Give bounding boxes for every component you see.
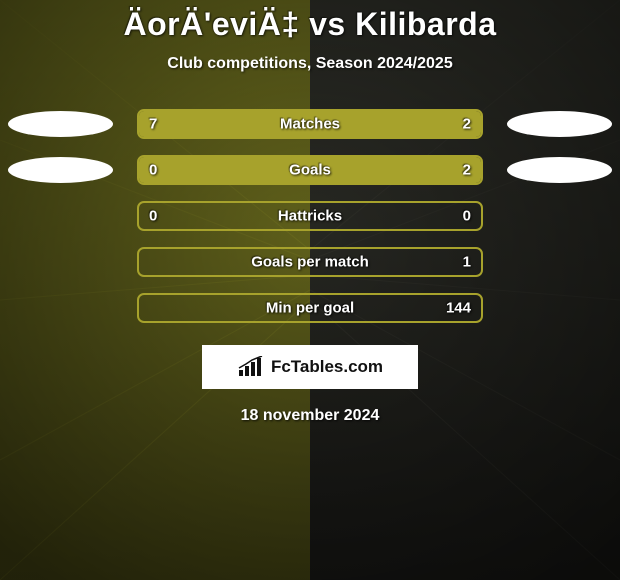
page-title: ÄorÄ'eviÄ‡ vs Kilibarda: [0, 6, 620, 43]
stat-value-right: 0: [463, 208, 471, 225]
stat-value-right: 1: [463, 254, 471, 271]
stat-label: Min per goal: [266, 300, 354, 317]
stat-value-left: 7: [149, 116, 157, 133]
stat-row: Hattricks 0 0: [0, 193, 620, 239]
stat-bar: Min per goal 144: [137, 293, 483, 323]
stat-label: Goals: [289, 162, 331, 179]
stat-label: Hattricks: [278, 208, 342, 225]
stat-value-right: 2: [463, 162, 471, 179]
date-text: 18 november 2024: [0, 407, 620, 425]
stat-bar: Matches 7 2: [137, 109, 483, 139]
stat-bar: Goals per match 1: [137, 247, 483, 277]
player-ellipse-left: [8, 111, 113, 137]
bar-chart-icon: [237, 356, 265, 378]
stat-bar: Hattricks 0 0: [137, 201, 483, 231]
player-ellipse-right: [507, 111, 612, 137]
stat-row: Goals 0 2: [0, 147, 620, 193]
player-ellipse-right: [507, 157, 612, 183]
logo-text: FcTables.com: [271, 357, 383, 377]
stat-label: Goals per match: [251, 254, 369, 271]
stat-row: Goals per match 1: [0, 239, 620, 285]
stat-value-right: 144: [446, 300, 471, 317]
stat-value-right: 2: [463, 116, 471, 133]
stat-value-left: 0: [149, 208, 157, 225]
stat-row: Matches 7 2: [0, 101, 620, 147]
logo-box[interactable]: FcTables.com: [202, 345, 418, 389]
stat-label: Matches: [280, 116, 340, 133]
stat-value-left: 0: [149, 162, 157, 179]
subtitle: Club competitions, Season 2024/2025: [0, 55, 620, 73]
stats-rows: Matches 7 2 Goals 0 2 Hattricks 0 0 Goals per mat…: [0, 101, 620, 331]
stat-row: Min per goal 144: [0, 285, 620, 331]
stat-bar-left-seg: [139, 111, 392, 137]
stat-bar: Goals 0 2: [137, 155, 483, 185]
player-ellipse-left: [8, 157, 113, 183]
